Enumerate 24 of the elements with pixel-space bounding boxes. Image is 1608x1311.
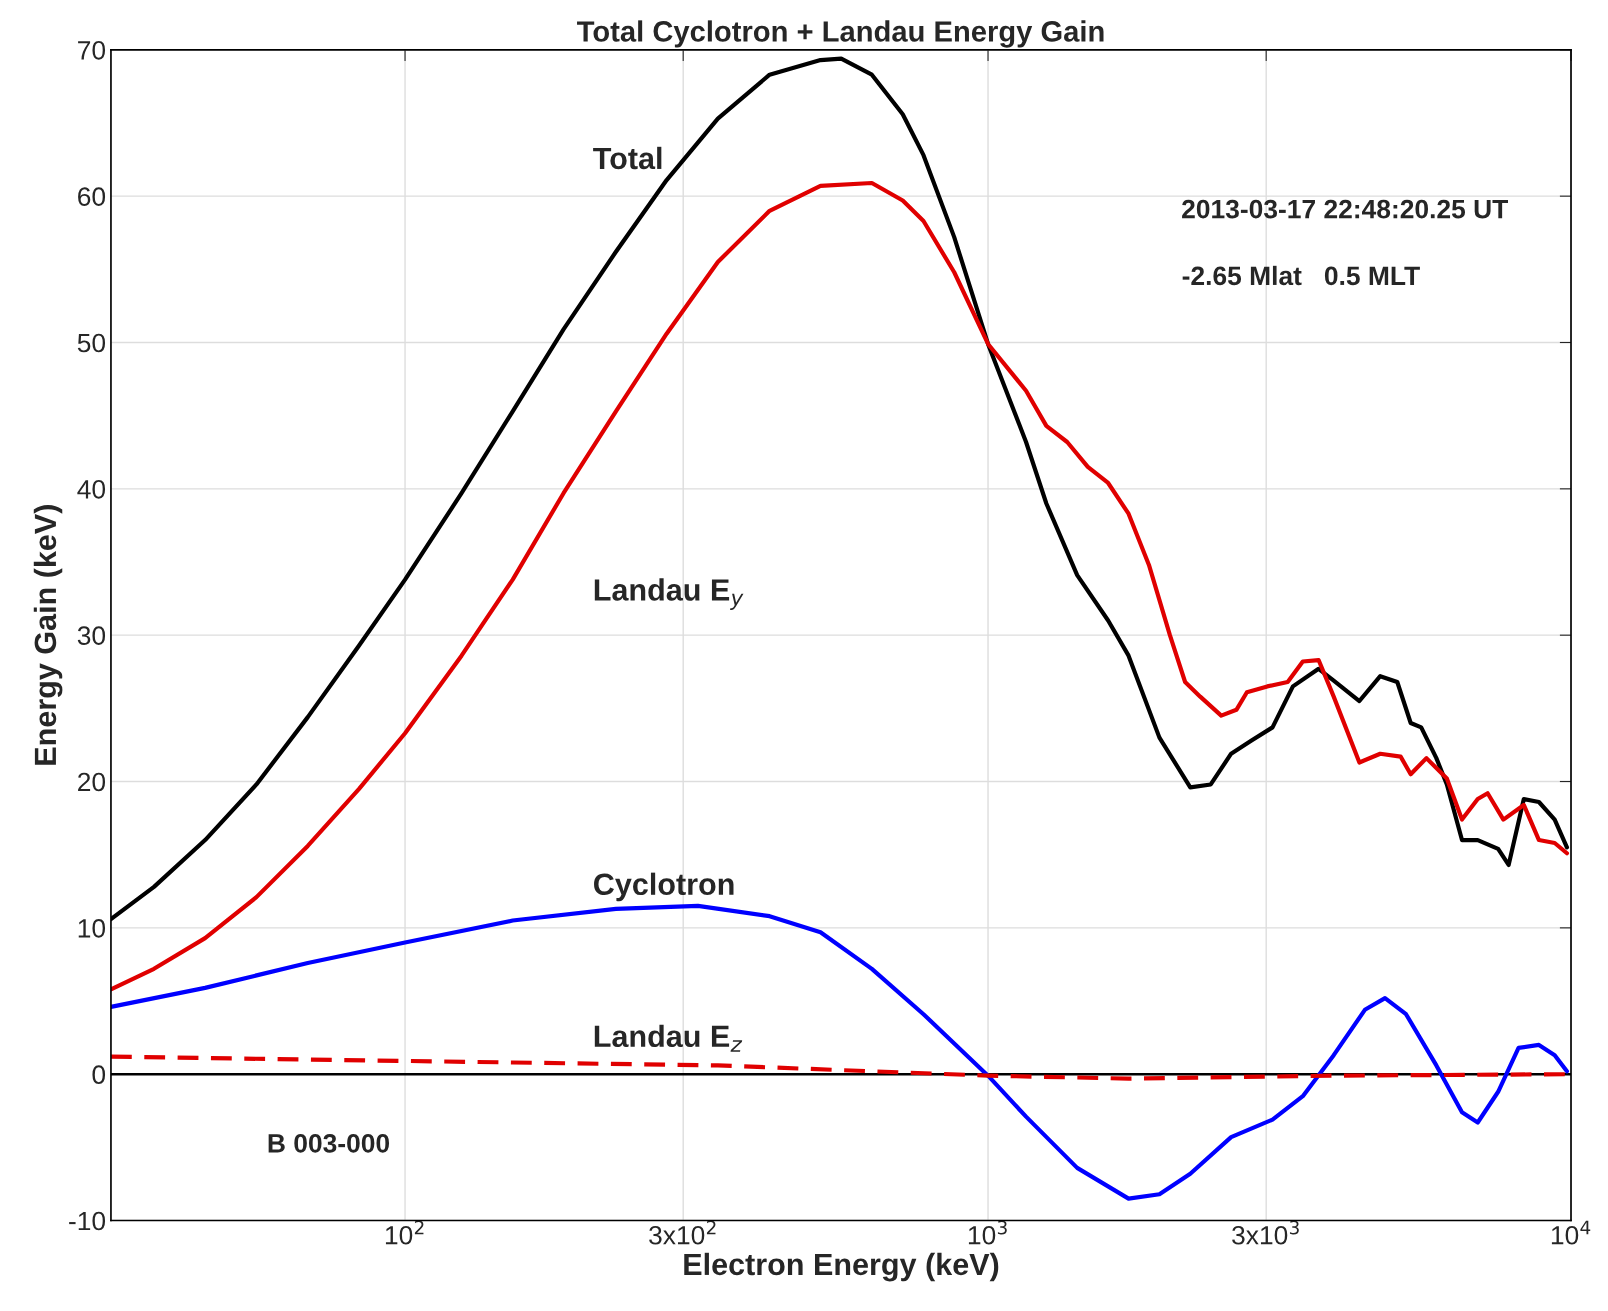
y-tick-label: 10 [78, 919, 106, 938]
x-tick-label: 3x10$^{2}$ [649, 1220, 716, 1245]
x-tick-label: 3x10$^{3}$ [1232, 1220, 1299, 1245]
chart-title: Total Cyclotron + Landau Energy Gain [577, 20, 1104, 48]
text: Landau E$_{y}$ [594, 578, 744, 610]
series-label: Landau E$_{z}$ [594, 1024, 743, 1052]
x-tick-label: 10$^{4}$ [1551, 1220, 1591, 1245]
y-tick-label: 60 [78, 187, 106, 206]
y-tick-label: 50 [77, 333, 106, 353]
annotation: -2.65 Mlat 0.5 MLT [1182, 265, 1420, 286]
y-tick-label: 40 [77, 479, 106, 499]
series-label: Cyclotron [594, 872, 734, 902]
annotation: 2013-03-17 22:48:20.25 UT [1182, 199, 1509, 219]
y-tick-label: 30 [77, 626, 106, 645]
y-tick-label: 20 [78, 772, 106, 792]
annotation: B 003-000 [268, 1134, 390, 1153]
y-tick-label: 70 [78, 40, 106, 60]
y-axis-title: Energy Gain (keV) [33, 505, 63, 765]
x-tick-label: 10$^{2}$ [385, 1220, 424, 1245]
y-tick-label: -10 [69, 1211, 106, 1231]
y-tick-label: 0 [92, 1065, 106, 1085]
x-tick-label: 10$^{3}$ [968, 1220, 1007, 1245]
x-axis-title: Electron Energy (keV) [684, 1252, 999, 1282]
series-label: Total [593, 146, 662, 170]
